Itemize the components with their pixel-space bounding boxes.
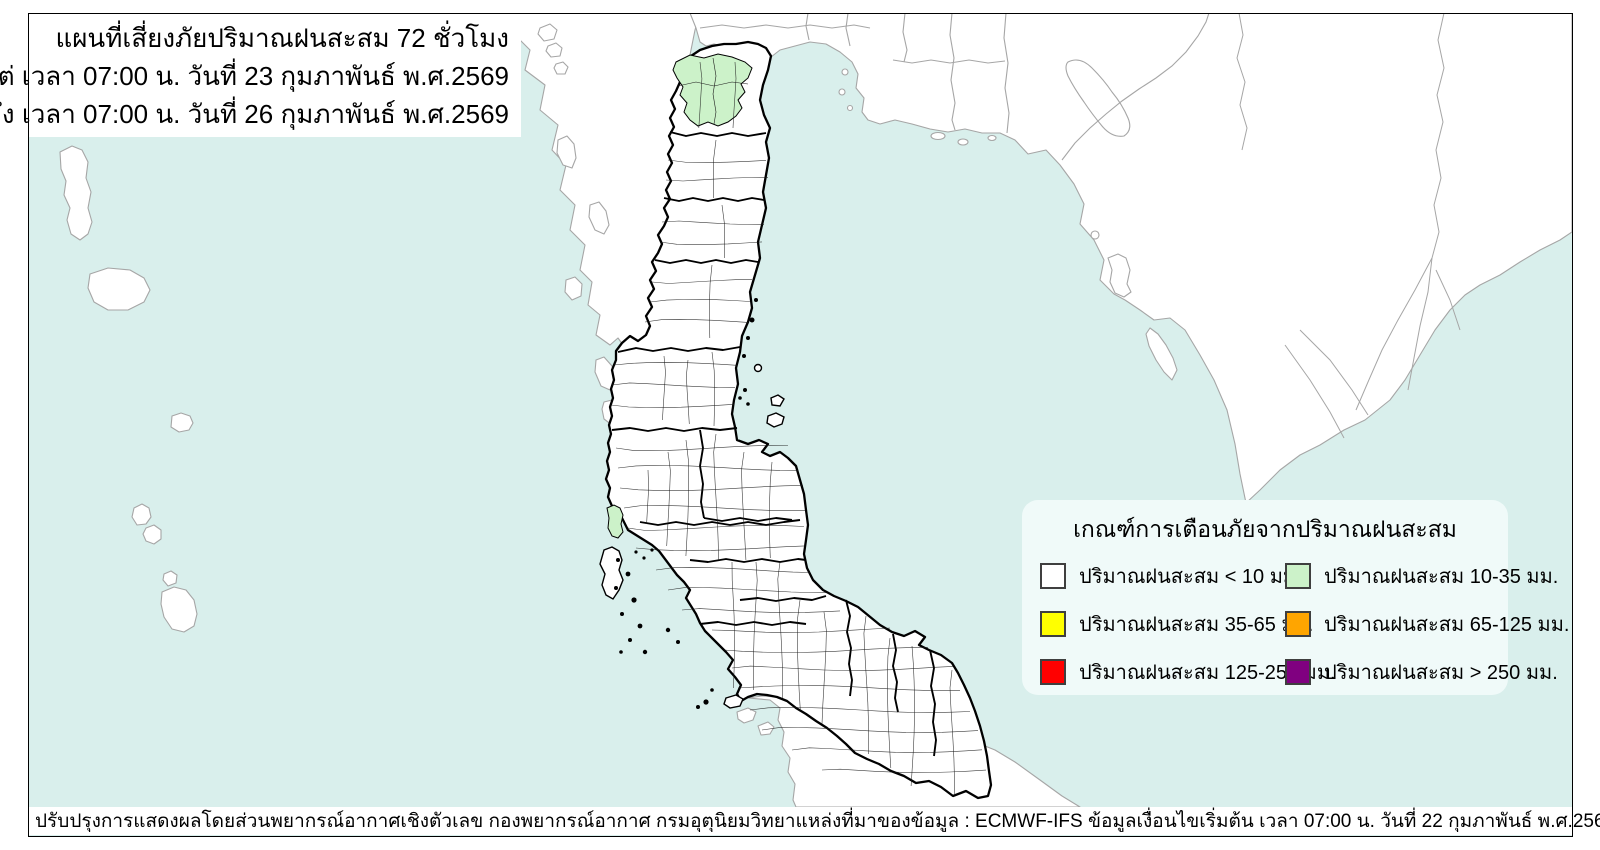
legend-swatch-10-35 <box>1285 563 1311 589</box>
legend-title: เกณฑ์การเตือนภัยจากปริมาณฝนสะสม <box>1073 516 1457 542</box>
legend-label: ปริมาณฝนสะสม > 250 มม. <box>1324 662 1558 684</box>
region-rain-10-35-upper-west <box>672 53 753 127</box>
thailand-peninsula <box>599 40 993 800</box>
legend-label: ปริมาณฝนสะสม 10-35 มม. <box>1324 566 1559 588</box>
district-borders <box>610 61 987 795</box>
legend-swatch-gt250 <box>1285 659 1311 685</box>
legend-swatch-35-65 <box>1040 611 1066 637</box>
legend-grid: ปริมาณฝนสะสม < 10 มม. ปริมาณฝนสะสม 10-35… <box>1040 560 1569 688</box>
legend-label: ปริมาณฝนสะสม 125-250 มม. <box>1079 662 1336 684</box>
legend-item: ปริมาณฝนสะสม 65-125 มม. <box>1285 608 1569 640</box>
tarutao-island <box>723 694 744 709</box>
legend-item: ปริมาณฝนสะสม < 10 มม. <box>1040 560 1302 592</box>
legend-swatch-125-250 <box>1040 659 1066 685</box>
legend-label: ปริมาณฝนสะสม 65-125 มม. <box>1324 614 1570 636</box>
small-islands <box>614 298 758 709</box>
rainfall-legend: เกณฑ์การเตือนภัยจากปริมาณฝนสะสม ปริมาณฝน… <box>1022 500 1569 695</box>
map-period-to: ถึง เวลา 07:00 น. วันที่ 26 กุมภาพันธ์ พ… <box>0 98 509 129</box>
legend-item: ปริมาณฝนสะสม 35-65 มม. <box>1040 608 1313 640</box>
footer-data-source: แหล่งที่มาของข้อมูล : ECMWF-IFS ข้อมูลเง… <box>795 811 1600 832</box>
phangan-island <box>770 394 785 407</box>
andaman-nicobar-islands <box>59 145 198 633</box>
province-borders <box>611 131 937 757</box>
footer-credit: ปรับปรุงการแสดงผลโดยส่วนพยากรณ์อากาศเชิง… <box>35 811 796 832</box>
map-title: แผนที่เสี่ยงภัยปริมาณฝนสะสม 72 ชั่วโมง <box>55 22 509 53</box>
legend-item: ปริมาณฝนสะสม 125-250 มม. <box>1040 656 1336 688</box>
legend-item: ปริมาณฝนสะสม 10-35 มม. <box>1285 560 1569 592</box>
legend-item: ปริมาณฝนสะสม > 250 มม. <box>1285 656 1569 688</box>
legend-label: ปริมาณฝนสะสม < 10 มม. <box>1079 566 1302 588</box>
map-period-from: ตั้งแต่ เวลา 07:00 น. วันที่ 23 กุมภาพัน… <box>0 60 509 91</box>
region-rain-10-35-west-coast <box>606 504 624 539</box>
map-footer: ปรับปรุงการแสดงผลโดยส่วนพยากรณ์อากาศเชิง… <box>29 807 1600 835</box>
legend-swatch-65-125 <box>1285 611 1311 637</box>
map-title-box: แผนที่เสี่ยงภัยปริมาณฝนสะสม 72 ชั่วโมง ต… <box>0 14 521 137</box>
legend-swatch-lt10 <box>1040 563 1066 589</box>
indochina-landmass <box>689 13 1572 504</box>
legend-label: ปริมาณฝนสะสม 35-65 มม. <box>1079 614 1314 636</box>
samui-island <box>766 412 785 428</box>
